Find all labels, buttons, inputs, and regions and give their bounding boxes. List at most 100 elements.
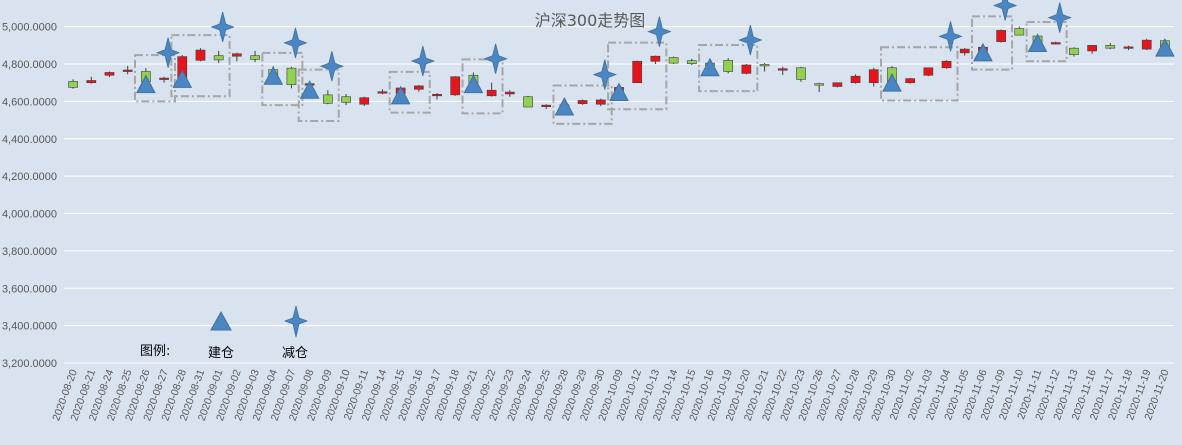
highlight-box (607, 41, 668, 111)
y-tick-label: 5,000.0000 (2, 22, 57, 34)
build-marker (172, 69, 193, 88)
highlight-box (880, 46, 959, 102)
candle-body (104, 72, 115, 76)
build-marker (263, 66, 284, 85)
reduce-marker (483, 43, 508, 74)
candle-body (341, 96, 351, 103)
highlight-box (297, 68, 340, 123)
candle-body (777, 68, 788, 71)
reduce-marker (592, 59, 617, 90)
candle-body (868, 69, 879, 84)
highlight-boxes (133, 15, 1068, 125)
candle-body (377, 91, 388, 94)
reduce-marker (210, 11, 235, 43)
candle-body (905, 78, 915, 84)
candle-body (286, 67, 297, 85)
y-tick-label: 4,600.0000 (2, 96, 57, 108)
build-marker (882, 73, 902, 92)
chart-title: 沪深300走势图 (535, 11, 646, 30)
candle-body (122, 69, 133, 72)
candle-body (923, 67, 934, 76)
candle-body (1141, 39, 1152, 50)
candle-body (359, 97, 370, 105)
reduce-marker (410, 45, 435, 77)
candle-body (86, 80, 97, 84)
candle-body (195, 49, 206, 61)
candle-body (1069, 47, 1079, 56)
candle-body (941, 60, 952, 69)
highlight-box (261, 51, 304, 107)
candle-body (959, 48, 970, 54)
candle-body (741, 64, 752, 74)
candle-body (1105, 45, 1116, 49)
reduce-marker (319, 51, 344, 82)
candle-body (832, 82, 843, 87)
y-tick-label: 4,800.0000 (2, 59, 57, 71)
build-marker (299, 80, 320, 99)
build-marker (1155, 38, 1175, 57)
legend-label: 图例: (140, 344, 170, 359)
highlight-box (698, 43, 759, 93)
reduce-marker (992, 0, 1018, 21)
reduce-marker (738, 24, 763, 56)
highlight-box (971, 15, 1014, 71)
candle-body (523, 96, 533, 108)
build-marker (136, 74, 156, 94)
candle-body (632, 60, 643, 84)
candle-body (213, 55, 224, 61)
candle-body (486, 89, 497, 97)
build-marker (1027, 33, 1048, 52)
reduce-marker (155, 37, 181, 68)
y-tick-label: 4,000.0000 (2, 209, 57, 221)
candle-body (232, 53, 242, 57)
candle-body (159, 77, 169, 80)
build-marker (390, 85, 411, 105)
legend-build-label: 建仓 (208, 346, 234, 361)
candle-body (595, 99, 606, 105)
candle-body (759, 64, 770, 67)
candle-body (323, 94, 333, 104)
y-axis: 3,200.0000 3,400.0000 3,600.0000 3,800.0000… (2, 22, 57, 370)
y-tick-label: 3,800.0000 (2, 246, 57, 258)
legend-build-icon (210, 310, 232, 331)
trade-markers (136, 0, 1175, 116)
candle-body (250, 55, 260, 60)
candle-body (68, 81, 78, 88)
candle-body (850, 75, 861, 84)
highlight-box (388, 70, 431, 114)
candle-body (996, 30, 1006, 42)
y-tick-label: 3,400.0000 (2, 321, 57, 333)
legend-reduce-label: 减仓 (282, 346, 308, 361)
candle-body (723, 60, 734, 72)
highlight-box (461, 58, 504, 115)
legend: 图例: 建仓 减仓 (140, 305, 309, 361)
candle-body (541, 104, 552, 107)
candle-body (686, 60, 697, 64)
build-marker (554, 96, 575, 116)
highlight-box (133, 54, 176, 103)
build-marker (973, 42, 993, 62)
y-tick-label: 3,200.0000 (2, 358, 57, 370)
reduce-marker (647, 16, 672, 47)
y-tick-label: 4,400.0000 (2, 134, 57, 146)
candle-body (450, 76, 461, 96)
candle-body (796, 67, 806, 80)
candle-body (1050, 42, 1061, 45)
candle-body (1087, 45, 1097, 52)
candle-body (577, 100, 588, 104)
build-marker (700, 57, 720, 77)
candle-body (814, 83, 825, 86)
candle-body (1123, 46, 1134, 49)
highlight-box (1025, 21, 1068, 63)
candle-body (1014, 28, 1025, 36)
candle-body (668, 57, 679, 64)
x-axis: 2020-08-202020-08-212020-08-242020-08-25… (50, 368, 1172, 423)
reduce-marker (1047, 2, 1072, 33)
build-marker (463, 74, 484, 94)
candle-body (504, 91, 515, 95)
candle-body (432, 94, 442, 97)
legend-reduce-icon (283, 305, 309, 338)
candle-body (413, 85, 424, 90)
reduce-marker (938, 21, 963, 52)
